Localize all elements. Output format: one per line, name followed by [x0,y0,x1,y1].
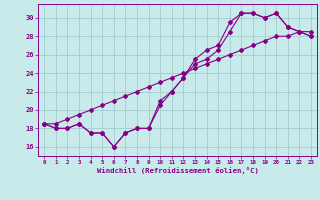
X-axis label: Windchill (Refroidissement éolien,°C): Windchill (Refroidissement éolien,°C) [97,167,259,174]
